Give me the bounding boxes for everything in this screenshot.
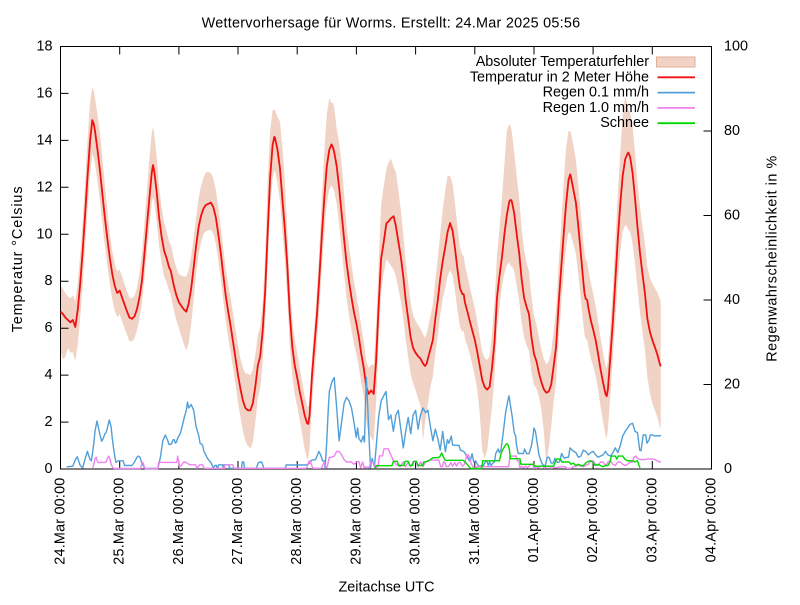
svg-text:14: 14 <box>36 132 52 148</box>
svg-text:2: 2 <box>44 414 52 430</box>
svg-text:0: 0 <box>724 461 732 477</box>
svg-text:28.Mar 00:00: 28.Mar 00:00 <box>289 478 305 565</box>
svg-text:31.Mar 00:00: 31.Mar 00:00 <box>467 478 483 565</box>
svg-text:Schnee: Schnee <box>600 115 649 131</box>
svg-text:Regenwahrscheinlichkeit in %: Regenwahrscheinlichkeit in % <box>765 155 781 362</box>
svg-text:04.Apr 00:00: 04.Apr 00:00 <box>704 478 720 563</box>
svg-text:25.Mar 00:00: 25.Mar 00:00 <box>112 478 128 565</box>
svg-text:24.Mar 00:00: 24.Mar 00:00 <box>53 478 69 565</box>
svg-text:0: 0 <box>44 461 52 477</box>
svg-text:27.Mar 00:00: 27.Mar 00:00 <box>230 478 246 565</box>
svg-text:Regen 0.1 mm/h: Regen 0.1 mm/h <box>543 85 649 101</box>
svg-text:10: 10 <box>36 226 52 242</box>
svg-text:02.Apr 00:00: 02.Apr 00:00 <box>585 478 601 563</box>
svg-text:26.Mar 00:00: 26.Mar 00:00 <box>171 478 187 565</box>
svg-text:12: 12 <box>36 179 52 195</box>
svg-text:29.Mar 00:00: 29.Mar 00:00 <box>348 478 364 565</box>
svg-text:18: 18 <box>36 39 52 55</box>
svg-text:40: 40 <box>724 292 740 308</box>
svg-text:Absoluter Temperaturfehler: Absoluter Temperaturfehler <box>476 54 650 70</box>
svg-text:Temperatur °Celsius: Temperatur °Celsius <box>10 186 26 333</box>
svg-text:03.Apr 00:00: 03.Apr 00:00 <box>644 478 660 563</box>
svg-text:30.Mar 00:00: 30.Mar 00:00 <box>408 478 424 565</box>
svg-text:Regen 1.0 mm/h: Regen 1.0 mm/h <box>543 100 649 116</box>
svg-text:Zeitachse UTC: Zeitachse UTC <box>339 580 435 596</box>
svg-text:60: 60 <box>724 208 740 224</box>
svg-text:20: 20 <box>724 377 740 393</box>
svg-text:01.Apr 00:00: 01.Apr 00:00 <box>526 478 542 563</box>
svg-text:100: 100 <box>724 39 748 55</box>
svg-text:6: 6 <box>44 320 52 336</box>
svg-text:Temperatur in 2 Meter Höhe: Temperatur in 2 Meter Höhe <box>470 69 649 85</box>
svg-text:4: 4 <box>44 367 52 383</box>
svg-text:16: 16 <box>36 85 52 101</box>
svg-text:Wettervorhersage für Worms. Er: Wettervorhersage für Worms. Erstellt: 24… <box>202 16 581 32</box>
svg-text:80: 80 <box>724 123 740 139</box>
svg-text:8: 8 <box>44 273 52 289</box>
